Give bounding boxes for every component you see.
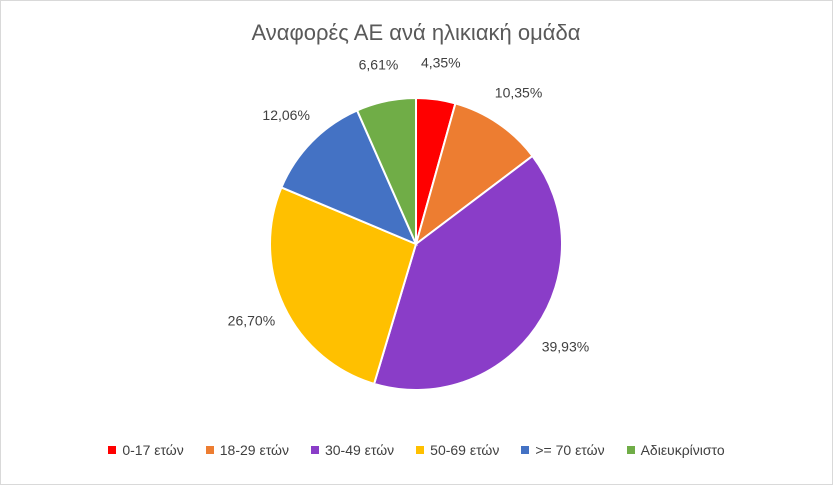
legend-swatch <box>205 446 214 454</box>
legend-item: >= 70 ετών <box>521 442 605 458</box>
legend-label: >= 70 ετών <box>535 442 605 458</box>
data-label: 4,35% <box>421 54 461 70</box>
chart-title: Αναφορές ΑΕ ανά ηλικιακή ομάδα <box>251 20 580 45</box>
pie-slice <box>414 102 534 247</box>
legend-swatch <box>108 446 117 454</box>
legend-item: 50-69 ετών <box>416 442 499 458</box>
legend-label: 18-29 ετών <box>219 442 289 458</box>
pie-slice <box>355 96 417 245</box>
legend-item: 30-49 ετών <box>310 442 395 458</box>
legend-swatch <box>416 446 425 454</box>
legend-label: 30-49 ετών <box>324 442 395 458</box>
legend-label: Αδιευκρίνιστο <box>640 442 725 458</box>
data-label: 39,93% <box>542 339 589 355</box>
legend-item: 0-17 ετών <box>108 442 184 458</box>
data-label: 6,61% <box>359 57 399 73</box>
legend-label: 50-69 ετών <box>430 442 500 458</box>
pie-slice <box>372 154 563 391</box>
legend-item: Αδιευκρίνιστο <box>626 442 725 458</box>
data-label: 12,06% <box>262 107 309 123</box>
pie-slice <box>280 109 418 246</box>
pie-slice <box>269 186 418 386</box>
plot: Αναφορές ΑΕ ανά ηλικιακή ομάδα 4,35% 10,3… <box>228 20 589 391</box>
legend-swatch <box>626 446 635 454</box>
legend-swatch <box>310 446 319 454</box>
legend-label: 0-17 ετών <box>122 442 184 458</box>
legend-swatch <box>521 446 530 454</box>
legend-item: 18-29 ετών <box>205 442 289 458</box>
data-label: 26,70% <box>228 312 275 328</box>
data-label: 10,35% <box>495 84 542 100</box>
legend: 0-17 ετών 18-29 ετών 30-49 ετών 50-69 ετών >… <box>1 442 832 458</box>
